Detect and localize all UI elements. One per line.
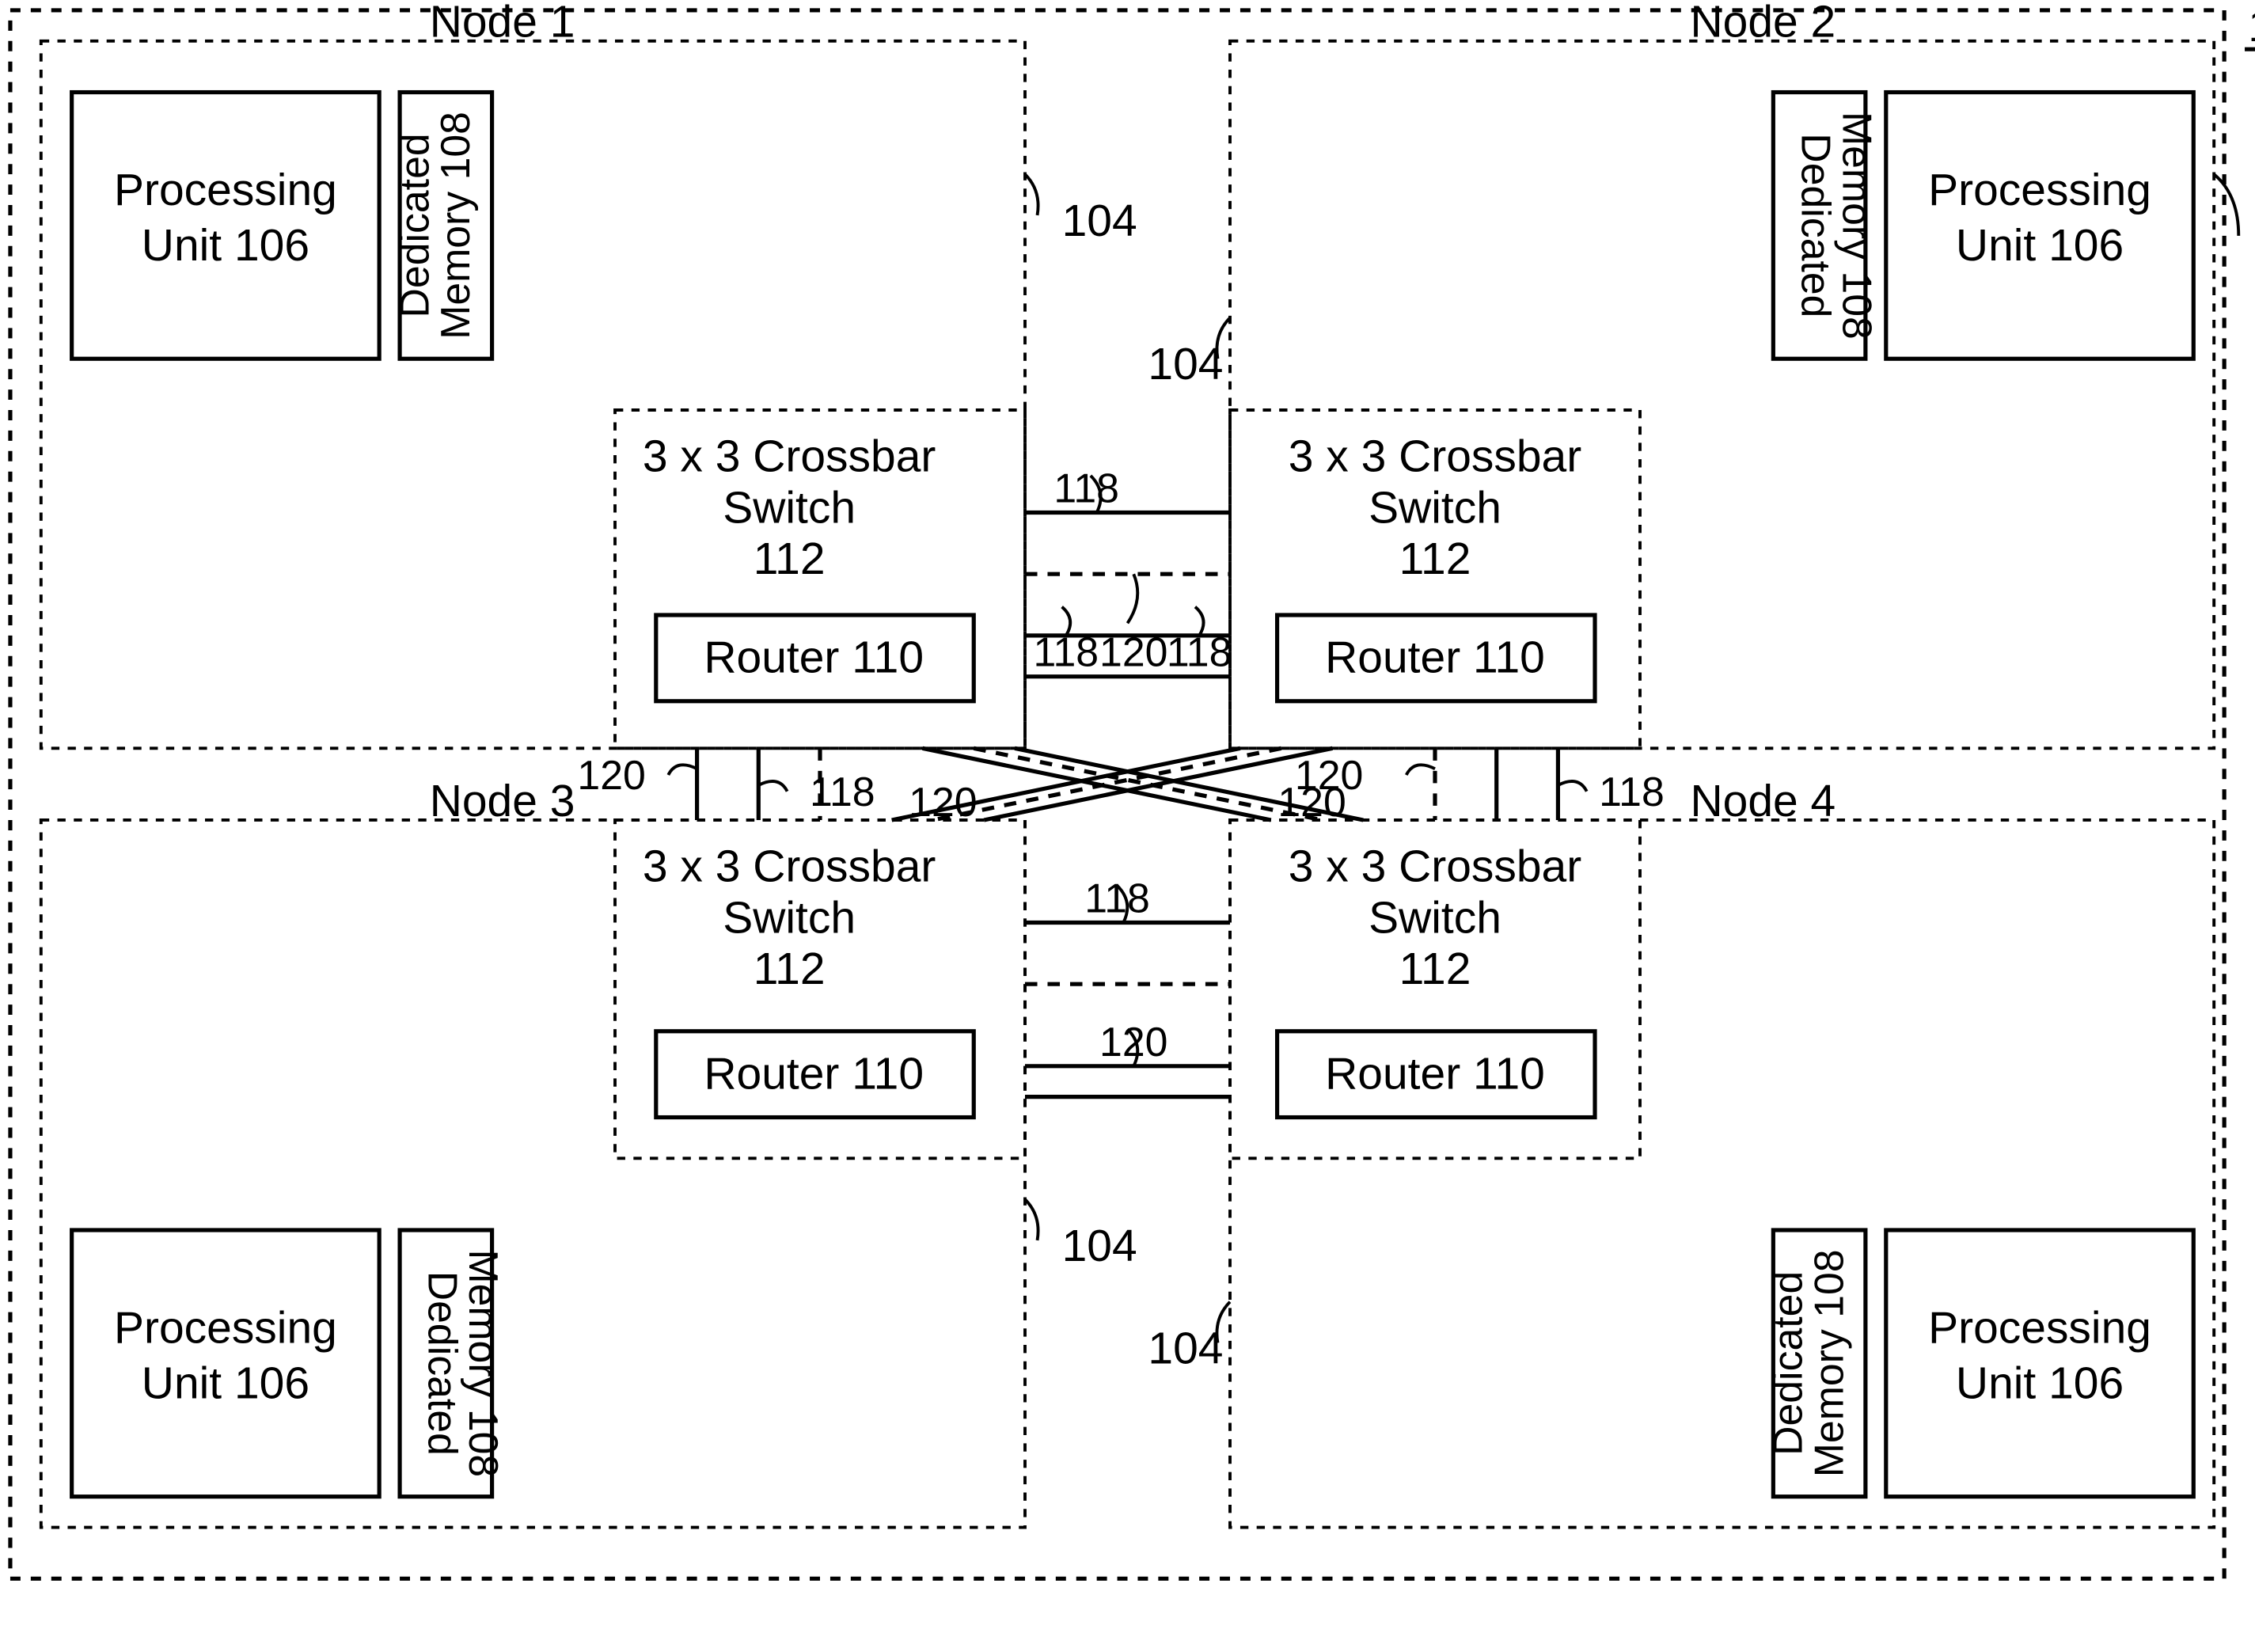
n3-cb-label2: Switch <box>723 892 856 943</box>
n3-dm-label1: Dedicated <box>419 1271 465 1456</box>
ref-104-n2: 104 <box>1148 339 1223 389</box>
ref-120-left-leader <box>668 765 697 775</box>
ref-118-left: 118 <box>810 769 875 815</box>
node-4-title: Node 4 <box>1691 776 1836 826</box>
n2-pu-label2: Unit 106 <box>1956 220 2124 271</box>
n2-pu-label1: Processing <box>1928 165 2151 215</box>
ref-120-rt: 120 <box>1099 629 1167 675</box>
n2-cb-label3: 112 <box>1399 534 1471 584</box>
conn-n1-n4-b <box>974 748 1322 820</box>
ref-104-n4: 104 <box>1148 1323 1223 1373</box>
ref-118-bot: 118 <box>1084 875 1150 921</box>
n3-pu-label2: Unit 106 <box>142 1358 309 1408</box>
ref-104-n1: 104 <box>1062 196 1137 246</box>
ref-120-right2: 120 <box>1277 779 1346 825</box>
n4-pu-label2: Unit 106 <box>1956 1358 2124 1408</box>
node-2-title: Node 2 <box>1691 0 1836 47</box>
ref-104-n3-leader <box>1025 1199 1038 1240</box>
n4-cb-label3: 112 <box>1399 944 1471 994</box>
n2-cb-label1: 3 x 3 Crossbar <box>1289 431 1581 482</box>
n4-dm-label1: Dedicated <box>1765 1271 1811 1456</box>
ref-120-bot: 120 <box>1099 1019 1167 1065</box>
ref-118-right: 118 <box>1599 769 1665 815</box>
n4-cb-label2: Switch <box>1369 892 1501 943</box>
n3-router-label: Router 110 <box>704 1048 924 1099</box>
ref-118-top: 118 <box>1053 465 1119 511</box>
ref-100: 100 <box>2248 1 2255 51</box>
n4-cb-label1: 3 x 3 Crossbar <box>1289 841 1581 892</box>
ref-104-n1-leader <box>1025 174 1038 215</box>
ref-118-left-leader <box>758 781 787 792</box>
n2-cb-label2: Switch <box>1369 482 1501 533</box>
n2-dm-label1: Dedicated <box>1794 133 1839 317</box>
conn-n2-n3-b <box>932 748 1281 820</box>
n1-dm-label2: Memory 108 <box>432 112 478 340</box>
ref-120-rt-leader <box>1128 574 1138 623</box>
node-3-box <box>41 820 1025 1528</box>
ref-120-left2: 120 <box>909 779 977 825</box>
n3-cb-label3: 112 <box>754 944 826 994</box>
ref-118-right-leader <box>1558 781 1586 792</box>
n3-dm-label2: Memory 108 <box>461 1249 507 1477</box>
ref-104-n3: 104 <box>1062 1221 1137 1271</box>
n4-router-label: Router 110 <box>1325 1048 1545 1099</box>
n4-dm-label2: Memory 108 <box>1805 1249 1851 1477</box>
n1-cb-label1: 3 x 3 Crossbar <box>643 431 936 482</box>
n1-pu-label2: Unit 106 <box>142 220 309 271</box>
ref-120-left: 120 <box>577 752 645 798</box>
n3-pu-label1: Processing <box>114 1302 337 1353</box>
n2-dm-label2: Memory 108 <box>1834 112 1880 340</box>
n1-dm-label1: Dedicated <box>391 133 437 317</box>
node-1-title: Node 1 <box>430 0 575 47</box>
network-diagram: 100 Node 1 Node 2 102 Node 3 Node 4 Proc… <box>0 0 2255 1599</box>
node-3-title: Node 3 <box>430 776 575 826</box>
n1-cb-label3: 112 <box>754 534 826 584</box>
n1-pu-label1: Processing <box>114 165 337 215</box>
ref-120-right-leader <box>1407 765 1435 775</box>
ref-118-rt-l: 118 <box>1034 629 1099 675</box>
ref-118-rt-r: 118 <box>1167 629 1232 675</box>
n4-pu-label1: Processing <box>1928 1302 2151 1353</box>
n3-cb-label1: 3 x 3 Crossbar <box>643 841 936 892</box>
n1-cb-label2: Switch <box>723 482 856 533</box>
n2-router-label: Router 110 <box>1325 632 1545 683</box>
n1-router-label: Router 110 <box>704 632 924 683</box>
